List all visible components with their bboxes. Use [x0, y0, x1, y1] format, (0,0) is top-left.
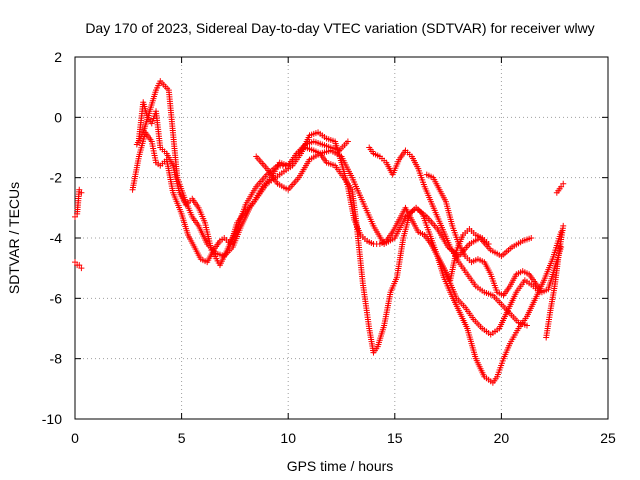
data-point: [72, 259, 78, 266]
x-tick-label: 20: [494, 430, 510, 446]
series-arc-b: [72, 259, 85, 272]
series-arc-a: [72, 186, 85, 220]
data-point: [344, 138, 351, 145]
y-tick-label: -2: [50, 170, 63, 186]
series-arc-j: [543, 222, 567, 341]
x-tick-label: 25: [600, 430, 616, 446]
data-point: [76, 262, 83, 269]
data-point: [558, 183, 565, 190]
data-point: [78, 189, 85, 196]
x-tick-label: 15: [387, 430, 403, 446]
data-point: [560, 180, 567, 187]
y-tick-label: 2: [54, 49, 62, 65]
data-point: [528, 235, 535, 241]
y-axis-label: SDTVAR / TECUs: [6, 182, 22, 294]
y-tick-label: -8: [50, 351, 63, 367]
data-point: [76, 186, 83, 193]
series-arc-g: [366, 144, 530, 329]
x-axis-label: GPS time / hours: [287, 458, 394, 474]
series-arc-i: [434, 225, 492, 284]
data-point: [72, 213, 78, 220]
data-point: [485, 241, 492, 248]
series-arc-f: [253, 147, 535, 260]
series-arc-e: [135, 99, 351, 269]
chart-title: Day 170 of 2023, Sidereal Day-to-day VTE…: [85, 20, 594, 36]
data-point: [560, 222, 567, 229]
plot-frame: [74, 56, 609, 420]
y-tick-label: 0: [54, 109, 62, 125]
x-tick-label: 5: [178, 430, 186, 446]
x-tick-label: 0: [71, 430, 79, 446]
y-tick-label: -4: [50, 230, 63, 246]
y-tick-label: -10: [42, 411, 62, 427]
grid: [75, 57, 608, 419]
data-point: [523, 322, 530, 329]
y-tick-label: -6: [50, 290, 63, 306]
series-arc-k: [553, 180, 567, 196]
data-points: [72, 78, 567, 386]
data-point: [78, 265, 85, 272]
x-tick-label: 10: [280, 430, 296, 446]
tick-labels: 0 5 10 15 20 25 -10 -8 -6 -4 -2 0 2: [42, 49, 616, 446]
